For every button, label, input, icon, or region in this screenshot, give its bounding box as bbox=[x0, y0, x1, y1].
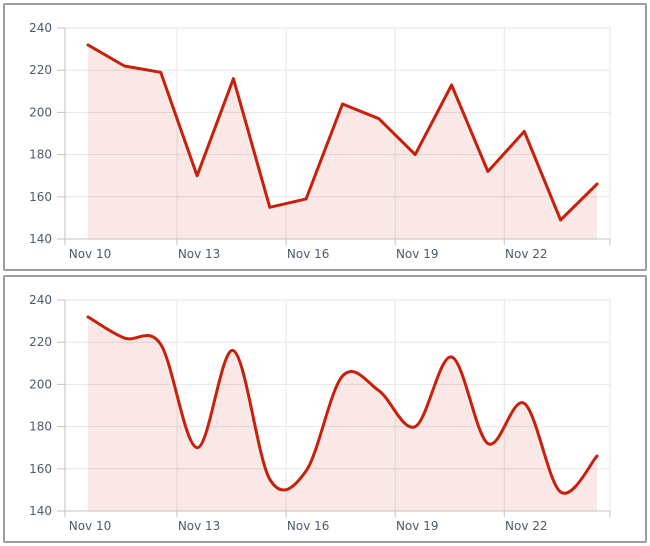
series-line bbox=[86, 315, 599, 495]
line-chart-canvas[interactable]: 140 160 180 200 220 240 Nov 10 Nov 13 Nov 16 Nov … bbox=[5, 5, 645, 269]
spline-chart-panel: 140 160 180 200 220 240 Nov 10 Nov 13 Nov 16 Nov … bbox=[3, 275, 647, 543]
y-tick-label: 180 bbox=[29, 148, 52, 162]
y-tick-label: 220 bbox=[29, 335, 52, 349]
series-line bbox=[86, 43, 599, 222]
y-tick-label: 140 bbox=[29, 232, 52, 246]
spline-chart-canvas[interactable]: 140 160 180 200 220 240 Nov 10 Nov 13 Nov 16 Nov … bbox=[5, 277, 645, 541]
line-chart-panel: 140 160 180 200 220 240 Nov 10 Nov 13 Nov 16 Nov … bbox=[3, 3, 647, 271]
x-tick-label: Nov 13 bbox=[178, 247, 221, 261]
x-tick-label: Nov 16 bbox=[287, 519, 330, 533]
y-tick-label: 180 bbox=[29, 420, 52, 434]
x-tick-label: Nov 19 bbox=[396, 519, 439, 533]
y-tick-label: 160 bbox=[29, 190, 52, 204]
y-tick-label: 200 bbox=[29, 105, 52, 119]
x-tick-label: Nov 22 bbox=[505, 519, 548, 533]
y-tick-label: 200 bbox=[29, 377, 52, 391]
y-tick-label: 240 bbox=[29, 21, 52, 35]
y-tick-label: 220 bbox=[29, 63, 52, 77]
y-tick-label: 240 bbox=[29, 293, 52, 307]
series-area-fill bbox=[88, 44, 597, 240]
y-tick-label: 140 bbox=[29, 504, 52, 518]
x-tick-label: Nov 16 bbox=[287, 247, 330, 261]
x-tick-label: Nov 13 bbox=[178, 519, 221, 533]
y-tick-label: 160 bbox=[29, 462, 52, 476]
x-tick-label: Nov 19 bbox=[396, 247, 439, 261]
series-area-fill bbox=[88, 316, 597, 511]
x-tick-label: Nov 10 bbox=[69, 519, 112, 533]
x-tick-label: Nov 10 bbox=[69, 247, 112, 261]
x-tick-label: Nov 22 bbox=[505, 247, 548, 261]
